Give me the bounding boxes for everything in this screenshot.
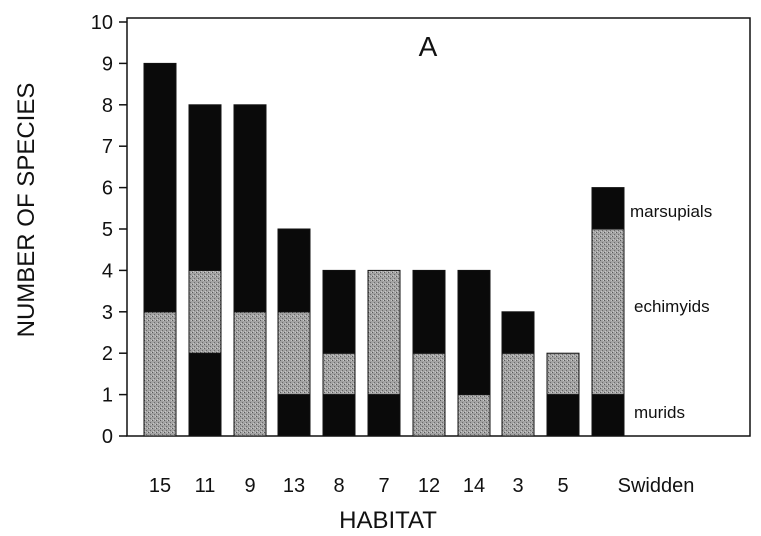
bar-segment-marsupials: [277, 228, 311, 313]
x-tick-label: 5: [557, 475, 568, 497]
bar-segment-echimyids: [143, 311, 177, 437]
x-tick-label: 11: [195, 475, 216, 497]
series-label-echimyids: echimyids: [634, 297, 710, 316]
bar-segment-echimyids: [322, 352, 356, 396]
y-tick-label: 9: [102, 53, 113, 75]
y-tick-label: 2: [102, 343, 113, 365]
bar-segment-echimyids: [457, 394, 491, 437]
bar-segment-marsupials: [591, 187, 625, 230]
bar-segment-murids: [546, 394, 580, 437]
x-axis-title: HABITAT: [339, 507, 437, 534]
bar-segment-murids: [277, 394, 311, 437]
bar-segment-echimyids: [546, 352, 580, 396]
x-tick-label: 14: [463, 475, 485, 497]
bar-segment-echimyids: [233, 311, 267, 437]
bar-segment-marsupials: [143, 62, 177, 313]
x-tick-label: 12: [418, 475, 440, 497]
bar-segment-echimyids: [277, 311, 311, 396]
bar-segment-echimyids: [412, 352, 446, 437]
series-label-marsupials: marsupials: [630, 202, 712, 221]
x-tick-label: 8: [333, 475, 344, 497]
bar-segment-echimyids: [367, 269, 401, 396]
x-tick-label: Swidden: [618, 475, 695, 497]
bar-segment-murids: [322, 394, 356, 437]
series-label-murids: murids: [634, 403, 685, 422]
bar-segment-marsupials: [233, 104, 267, 313]
x-tick-label: 15: [149, 475, 171, 497]
bar-segment-murids: [188, 352, 222, 437]
y-tick-label: 8: [102, 95, 113, 117]
bar-segment-echimyids: [591, 228, 625, 396]
y-tick-label: 0: [102, 426, 113, 448]
x-axis: 15 11 9 13 8 7 12 14 3 5 Swidden: [149, 475, 694, 497]
x-tick-label: 9: [244, 475, 255, 497]
bar-segment-echimyids: [501, 352, 535, 437]
y-tick-label: 5: [102, 219, 113, 241]
y-axis-title: NUMBER OF SPECIES: [13, 83, 40, 338]
x-tick-label: 3: [512, 475, 523, 497]
bar-segment-marsupials: [412, 269, 446, 354]
y-tick-label: 4: [102, 260, 113, 282]
bar-segment-marsupials: [501, 311, 535, 354]
x-tick-label: 13: [283, 475, 305, 497]
y-axis: 0 1 2 3 4 5 6 7 8 9 10: [91, 12, 127, 448]
y-tick-label: 10: [91, 12, 113, 34]
y-tick-label: 6: [102, 178, 113, 200]
bar-segment-murids: [591, 394, 625, 437]
y-tick-label: 7: [102, 136, 113, 158]
bar-segment-murids: [367, 394, 401, 437]
bar-segment-marsupials: [188, 104, 222, 271]
y-tick-label: 3: [102, 302, 113, 324]
bar-segment-marsupials: [322, 269, 356, 354]
x-tick-label: 7: [378, 475, 389, 497]
panel-label: A: [419, 31, 438, 62]
bars: [143, 62, 625, 437]
y-tick-label: 1: [102, 385, 113, 407]
bar-segment-echimyids: [188, 269, 222, 354]
bar-segment-marsupials: [457, 269, 491, 396]
